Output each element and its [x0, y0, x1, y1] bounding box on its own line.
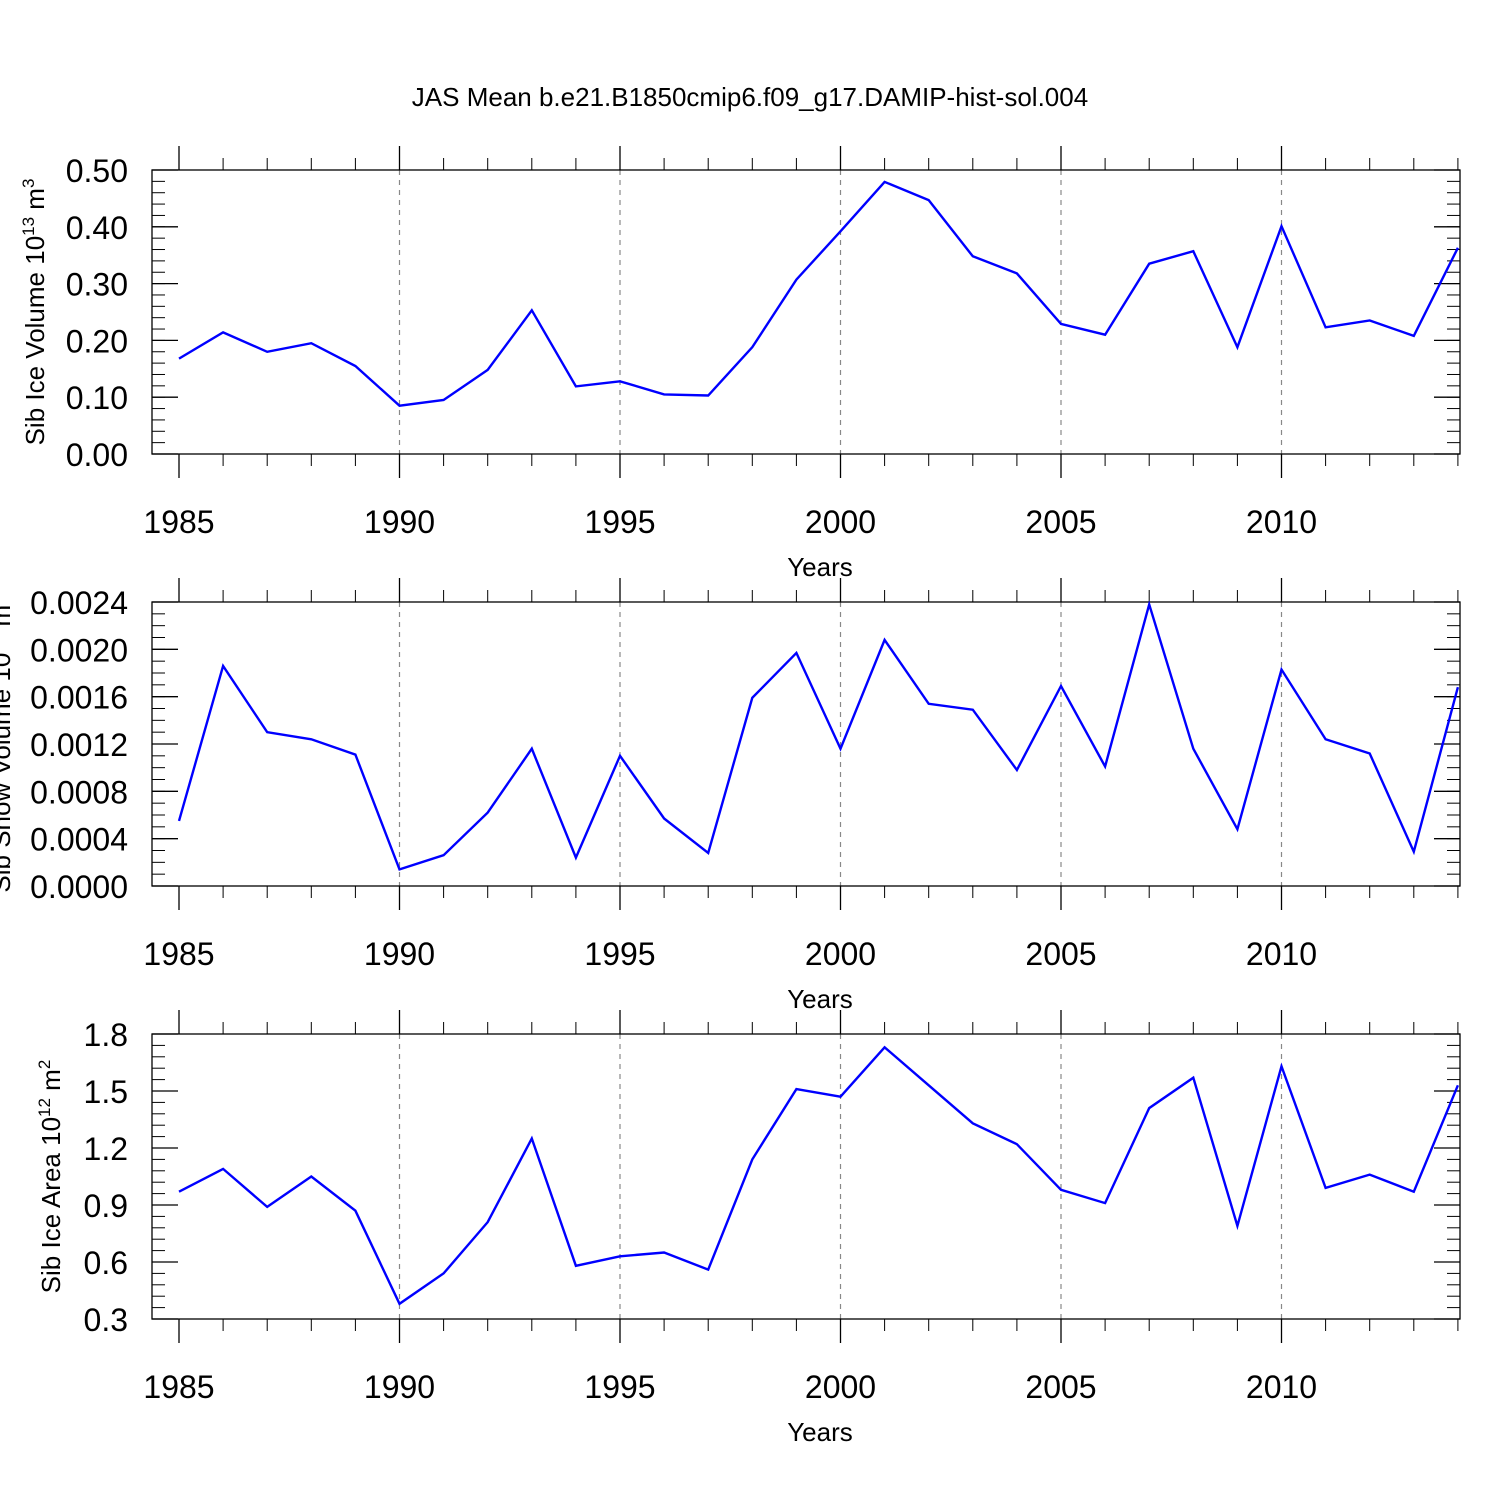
y-label-unit: m — [0, 605, 16, 634]
y-tick-label: 0.10 — [66, 380, 128, 416]
x-axis-label: Years — [787, 552, 853, 582]
y-tick-label: 0.30 — [66, 267, 128, 303]
y-label-unit-exp: 3 — [0, 595, 4, 604]
figure-title: JAS Mean b.e21.B1850cmip6.f09_g17.DAMIP-… — [412, 82, 1088, 112]
y-label-exp: 13 — [0, 634, 4, 653]
y-tick-label: 0.3 — [84, 1302, 128, 1338]
x-tick-label: 1990 — [364, 936, 435, 972]
plot-frame — [151, 601, 1461, 887]
x-tick-label: 1990 — [364, 504, 435, 540]
x-tick-label: 2005 — [1025, 504, 1096, 540]
y-label-base: Sib Snow Volume 10 — [0, 653, 16, 893]
y-tick-label: 0.0004 — [30, 822, 128, 858]
y-label-base: Sib Ice Area 10 — [36, 1117, 66, 1293]
y-axis-label: Sib Snow Volume 1013 m3 — [0, 595, 16, 892]
y-label-exp: 12 — [35, 1098, 54, 1117]
x-tick-label: 1995 — [584, 1369, 655, 1405]
panel-2: 0.0000 0.0004 0.0008 0.0012 0.0016 0.0020 0.00… — [0, 578, 1461, 1014]
y-tick-label: 0.20 — [66, 323, 128, 359]
panel-1: 0.00 0.10 0.20 0.30 0.40 0.50 1985 1990 1995 2000… — [19, 146, 1461, 582]
y-tick-label: 0.6 — [84, 1245, 128, 1281]
y-tick-label: 1.5 — [84, 1074, 128, 1110]
y-tick-label: 0.0020 — [30, 632, 128, 668]
y-label-base: Sib Ice Volume 10 — [20, 236, 50, 446]
y-axis-label: Sib Ice Area 1012 m2 — [35, 1060, 66, 1294]
y-label-unit-exp: 2 — [35, 1060, 54, 1069]
x-tick-label: 2005 — [1025, 936, 1096, 972]
y-tick-label: 0.0008 — [30, 774, 128, 810]
y-tick-label: 0.0000 — [30, 869, 128, 905]
x-tick-label: 2000 — [805, 1369, 876, 1405]
series-line — [177, 600, 1460, 871]
x-tick-label: 2010 — [1246, 504, 1317, 540]
y-label-unit: m — [20, 188, 50, 217]
x-tick-label: 1985 — [143, 1369, 214, 1405]
y-tick-label: 0.0012 — [30, 727, 128, 763]
x-tick-label: 1985 — [143, 504, 214, 540]
x-tick-label: 2000 — [805, 504, 876, 540]
y-tick-label: 0.0016 — [30, 680, 128, 716]
x-tick-label: 1985 — [143, 936, 214, 972]
x-tick-label: 2010 — [1246, 936, 1317, 972]
x-tick-label: 2000 — [805, 936, 876, 972]
y-tick-label: 0.0024 — [30, 585, 128, 621]
x-tick-label: 1995 — [584, 936, 655, 972]
y-tick-label: 0.40 — [66, 210, 128, 246]
x-tick-label: 1990 — [364, 1369, 435, 1405]
y-axis-label: Sib Ice Volume 1013 m3 — [19, 179, 50, 446]
y-tick-label: 0.50 — [66, 153, 128, 189]
panel-3: 0.3 0.6 0.9 1.2 1.5 1.8 1985 1990 1995 2000 2005 20… — [35, 1010, 1461, 1447]
x-tick-label: 2010 — [1246, 1369, 1317, 1405]
x-tick-label: 1995 — [584, 504, 655, 540]
x-tick-label: 2005 — [1025, 1369, 1096, 1405]
y-tick-label: 1.8 — [84, 1017, 128, 1053]
series-line — [178, 1045, 1460, 1306]
x-axis-label: Years — [787, 1417, 853, 1447]
plot-frame — [151, 169, 1461, 455]
y-tick-label: 0.9 — [84, 1188, 128, 1224]
y-label-unit-exp: 3 — [19, 179, 38, 188]
y-tick-label: 0.00 — [66, 437, 128, 473]
y-tick-label: 1.2 — [84, 1131, 128, 1167]
x-axis-label: Years — [787, 984, 853, 1014]
series-line — [178, 180, 1459, 407]
y-label-unit: m — [36, 1069, 66, 1098]
y-label-exp: 13 — [19, 217, 38, 236]
plot-frame — [151, 1033, 1461, 1320]
